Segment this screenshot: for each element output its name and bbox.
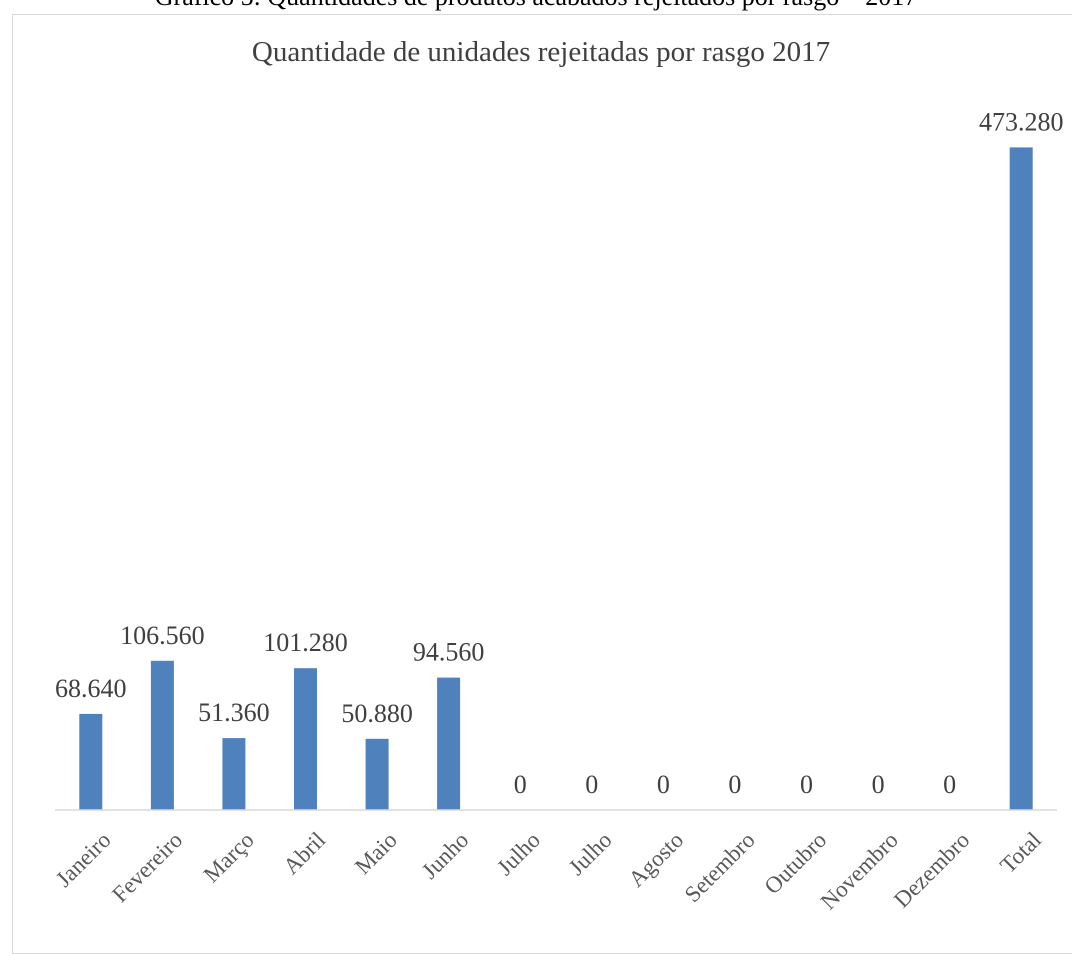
bar-5 xyxy=(365,738,389,810)
data-label-2: 106.560 xyxy=(120,621,205,650)
data-label-8: 0 xyxy=(585,770,598,799)
x-tick-label-10: Setembro xyxy=(680,827,760,907)
x-tick-label-7: Julho xyxy=(492,827,545,880)
data-label-1: 68.640 xyxy=(55,674,127,703)
x-tick-label-13: Dezembro xyxy=(889,827,974,912)
x-tick-label-4: Abril xyxy=(278,827,330,879)
x-tick-label-9: Agosto xyxy=(624,827,689,892)
x-tick-label-3: Março xyxy=(199,827,259,887)
data-label-4: 101.280 xyxy=(263,628,348,657)
x-tick-label-8: Julho xyxy=(564,827,617,880)
bar-2 xyxy=(150,660,174,810)
x-tick-label-14: Total xyxy=(995,827,1046,878)
bar-1 xyxy=(79,713,103,810)
x-tick-label-6: Junho xyxy=(417,827,474,884)
data-label-14: 473.280 xyxy=(979,107,1064,136)
data-label-11: 0 xyxy=(800,770,813,799)
x-tick-label-5: Maio xyxy=(350,827,402,879)
data-label-3: 51.360 xyxy=(198,698,270,727)
x-tick-label-1: Janeiro xyxy=(51,827,116,892)
figure-caption: Gráfico 5: Quantidades de produtos acaba… xyxy=(0,0,1072,12)
data-label-9: 0 xyxy=(657,770,670,799)
data-label-7: 0 xyxy=(514,770,527,799)
data-label-6: 94.560 xyxy=(413,638,485,667)
bar-4 xyxy=(294,668,317,810)
chart-title: Quantidade de unidades rejeitadas por ra… xyxy=(252,36,830,68)
data-label-5: 50.880 xyxy=(341,699,413,728)
x-tick-label-11: Outubro xyxy=(759,827,831,899)
x-tick-label-12: Novembro xyxy=(816,827,903,914)
data-label-12: 0 xyxy=(872,770,885,799)
x-tick-label-2: Fevereiro xyxy=(107,827,187,907)
bar-6 xyxy=(437,677,461,810)
data-label-13: 0 xyxy=(943,770,956,799)
bar-14 xyxy=(1009,147,1033,810)
data-label-10: 0 xyxy=(728,770,741,799)
bar-3 xyxy=(222,738,246,810)
